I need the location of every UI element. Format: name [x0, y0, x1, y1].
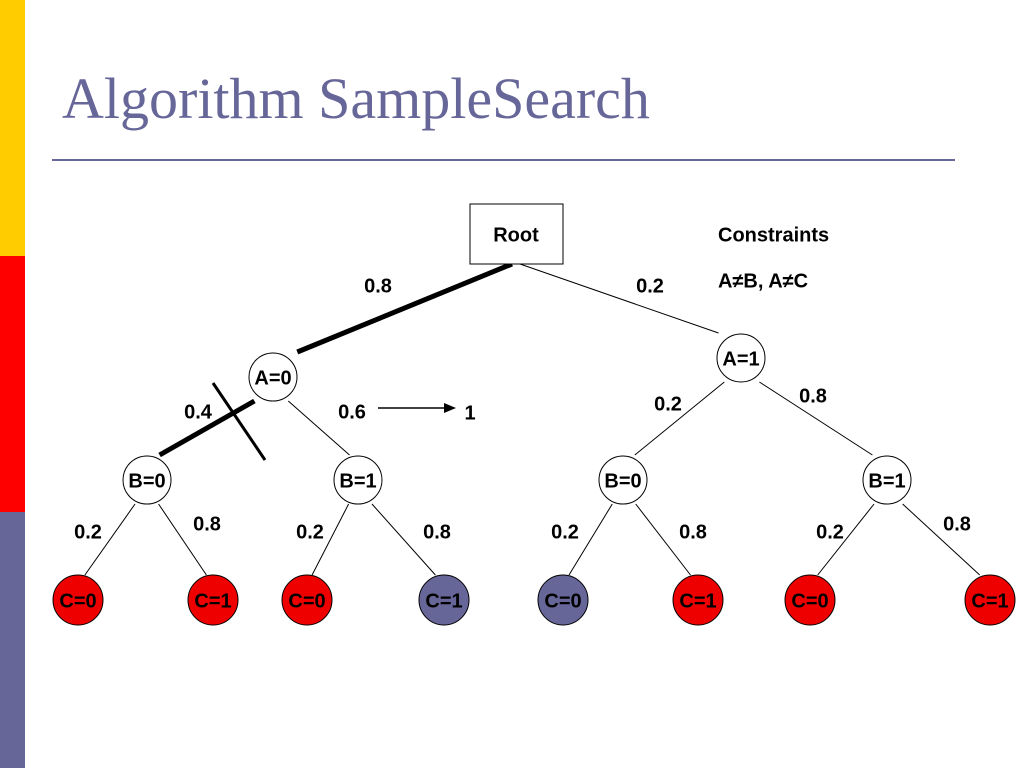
edge-label: 0.6	[338, 401, 366, 423]
edge	[817, 503, 875, 576]
edge-label: 0.8	[679, 521, 707, 543]
prune-mark	[211, 382, 267, 461]
node-label: A=1	[722, 348, 759, 370]
edge-label: 0.8	[364, 275, 392, 297]
edge	[634, 381, 725, 456]
edge-label: 0.4	[184, 401, 213, 423]
node-label: C=0	[791, 590, 828, 612]
tree: 0.8 0.2 0.4 0.6 0.2 0.8 0.2 0.8 0.2 0.8 0.2 0.8 0.2 0…	[52, 203, 1016, 626]
edge	[158, 398, 256, 458]
side-bar	[0, 256, 25, 512]
node	[187, 574, 239, 626]
edge	[635, 503, 691, 576]
node-label: C=1	[679, 590, 716, 612]
side-bar	[0, 512, 25, 768]
edge	[568, 503, 613, 576]
edge-label: 0.8	[943, 513, 971, 535]
edge-label: 0.2	[816, 521, 844, 543]
node-label: B=1	[339, 470, 376, 492]
node	[248, 352, 298, 402]
edge-label: 0.2	[654, 393, 682, 415]
node-label: C=0	[544, 590, 581, 612]
edge	[158, 503, 207, 576]
node-label: C=0	[288, 590, 325, 612]
edge	[287, 400, 350, 456]
node-label: A=0	[254, 367, 291, 389]
edge	[84, 503, 136, 576]
edge-label: 0.2	[74, 521, 102, 543]
edge	[902, 503, 981, 576]
node-label: C=1	[194, 590, 231, 612]
node	[598, 455, 648, 505]
node-label: B=0	[128, 470, 165, 492]
node	[333, 455, 383, 505]
side-bar	[0, 0, 25, 256]
node-label: C=1	[971, 590, 1008, 612]
edge-label: 0.2	[551, 521, 579, 543]
node	[784, 574, 836, 626]
node	[122, 455, 172, 505]
edge	[759, 381, 873, 456]
edge-label: 0.8	[193, 513, 221, 535]
node	[281, 574, 333, 626]
edge-label: 0.2	[296, 521, 324, 543]
constraints-heading: Constraints	[718, 224, 829, 246]
node-label: C=0	[59, 590, 96, 612]
constraints-text: A≠B, A≠C	[718, 270, 808, 292]
node	[52, 574, 104, 626]
edge	[296, 261, 513, 355]
edge-label: 0.8	[799, 385, 827, 407]
root-box	[469, 203, 564, 265]
edge	[371, 503, 436, 576]
node	[418, 574, 470, 626]
node	[964, 574, 1016, 626]
edge	[311, 503, 350, 576]
node-label: C=1	[425, 590, 462, 612]
edge	[519, 263, 719, 334]
node-label: Root	[493, 224, 539, 246]
edge-label: 0.2	[636, 275, 664, 297]
node	[537, 574, 589, 626]
node	[672, 574, 724, 626]
node	[716, 333, 766, 383]
arrow-label: 1	[464, 402, 475, 424]
arrow-head	[444, 403, 456, 413]
node-label: B=1	[868, 470, 905, 492]
title: Algorithm SampleSearch	[62, 66, 650, 131]
node-label: B=0	[604, 470, 641, 492]
node	[862, 455, 912, 505]
edge-label: 0.8	[423, 521, 451, 543]
